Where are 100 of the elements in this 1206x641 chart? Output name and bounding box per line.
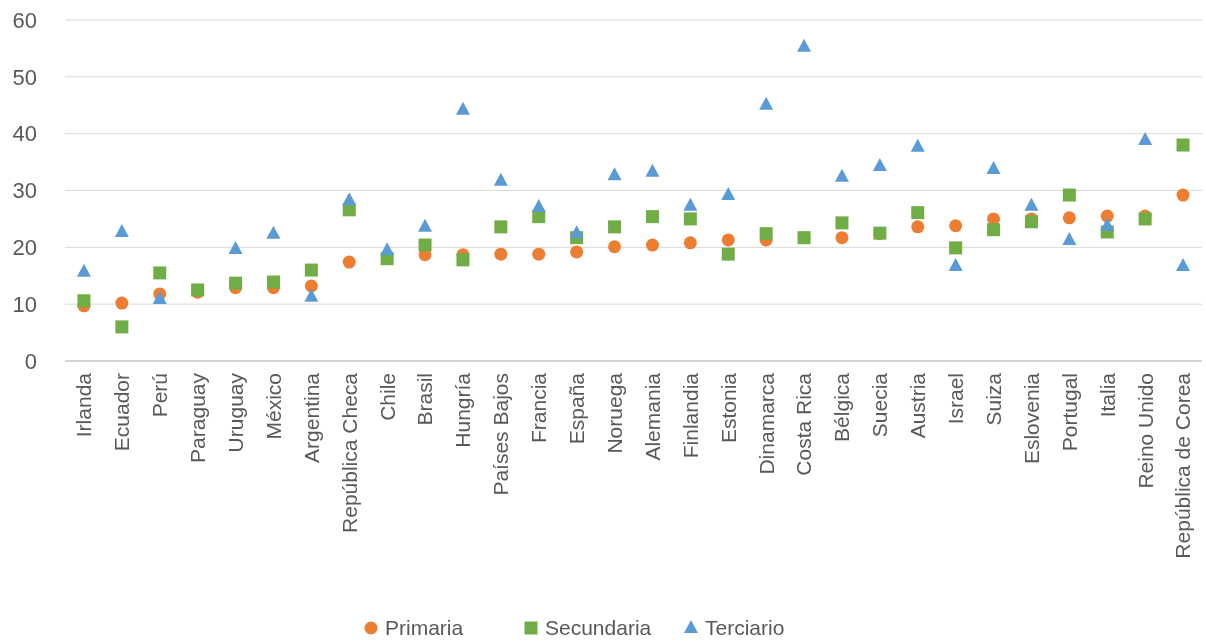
point xyxy=(1176,138,1190,152)
x-tick-label: Irlanda xyxy=(72,372,96,438)
point xyxy=(645,210,659,224)
x-tick-label: Austria xyxy=(906,372,930,439)
point xyxy=(532,247,546,261)
x-tick-label: Noruega xyxy=(602,372,626,454)
point xyxy=(115,320,129,334)
point xyxy=(1176,258,1191,272)
point xyxy=(797,38,812,52)
point xyxy=(683,236,697,250)
y-tick-label: 0 xyxy=(24,348,37,374)
point xyxy=(759,227,773,241)
x-tick-label: Suecia xyxy=(868,372,892,438)
point xyxy=(1024,197,1039,211)
point xyxy=(835,216,849,230)
point xyxy=(834,168,849,182)
point xyxy=(645,163,660,177)
point xyxy=(342,255,356,269)
x-tick-label: República de Corea xyxy=(1171,372,1195,559)
y-tick-label: 50 xyxy=(12,64,37,90)
point xyxy=(266,225,281,239)
point xyxy=(948,258,963,272)
point xyxy=(645,238,659,252)
point xyxy=(418,218,433,232)
x-tick-label: Italia xyxy=(1095,372,1119,418)
legend-label: Terciario xyxy=(705,616,785,640)
point xyxy=(872,158,887,172)
x-tick-label: Perú xyxy=(148,373,172,418)
point xyxy=(418,238,432,252)
point xyxy=(531,198,546,212)
x-tick-label: Chile xyxy=(375,373,399,421)
point xyxy=(1176,188,1190,202)
point xyxy=(987,223,1001,237)
point xyxy=(380,242,395,256)
x-tick-label: Reino Unido xyxy=(1133,373,1157,489)
x-tick-label: Estonia xyxy=(716,372,740,444)
legend-label: Secundaria xyxy=(545,616,652,640)
x-tick-label: Dinamarca xyxy=(754,372,778,475)
x-tick-label: Francia xyxy=(527,372,551,444)
point xyxy=(721,187,736,201)
point xyxy=(228,241,243,255)
point xyxy=(569,225,584,239)
x-tick-label: Argentina xyxy=(299,372,323,463)
point xyxy=(911,206,925,220)
x-tick-label: Israel xyxy=(944,373,967,425)
point xyxy=(986,160,1001,174)
legend-label: Primaria xyxy=(385,616,464,640)
point xyxy=(229,276,243,290)
x-tick-label: Hungría xyxy=(451,372,475,448)
point xyxy=(759,96,774,110)
point xyxy=(1062,231,1077,245)
point xyxy=(494,220,508,234)
x-tick-label: República Checa xyxy=(337,372,361,533)
point xyxy=(115,296,129,310)
x-tick-label: Costa Rica xyxy=(792,372,816,476)
point xyxy=(835,231,849,245)
point xyxy=(911,220,925,234)
point xyxy=(683,197,698,211)
point xyxy=(342,192,357,206)
point xyxy=(608,240,622,254)
x-tick-label: Alemania xyxy=(640,372,664,461)
y-tick-label: 30 xyxy=(12,178,37,204)
point xyxy=(304,263,318,277)
x-tick-label: Uruguay xyxy=(223,372,247,453)
point xyxy=(910,138,925,152)
point xyxy=(949,219,963,233)
point xyxy=(76,263,91,277)
point xyxy=(1138,131,1153,145)
point xyxy=(1100,217,1115,231)
x-tick-label: Bélgica xyxy=(830,372,854,442)
point xyxy=(1062,211,1076,225)
x-tick-label: España xyxy=(565,372,588,445)
point xyxy=(114,223,129,237)
point xyxy=(721,247,735,261)
point xyxy=(949,241,963,255)
x-tick-label: Brasil xyxy=(413,373,437,426)
point xyxy=(608,220,622,234)
y-tick-label: 10 xyxy=(12,291,37,317)
x-tick-label: Finlandia xyxy=(678,372,702,459)
x-tick-label: México xyxy=(261,373,285,440)
x-tick-label: Ecuador xyxy=(110,373,134,452)
point xyxy=(304,288,319,302)
y-tick-label: 60 xyxy=(12,7,37,33)
point xyxy=(1062,188,1076,202)
x-tick-label: Suiza xyxy=(981,372,1005,426)
point xyxy=(721,233,735,247)
x-tick-label: Países Bajos xyxy=(489,373,513,496)
point xyxy=(153,266,167,280)
point xyxy=(456,253,470,267)
x-tick-label: Eslovenia xyxy=(1019,372,1043,465)
x-tick-label: Portugal xyxy=(1057,373,1081,452)
point xyxy=(607,167,622,181)
point xyxy=(494,247,508,261)
point xyxy=(683,212,697,226)
point xyxy=(266,275,280,289)
y-tick-label: 20 xyxy=(12,235,37,261)
y-tick-label: 40 xyxy=(12,121,37,147)
point xyxy=(77,294,91,308)
point xyxy=(304,279,318,293)
point xyxy=(493,172,508,186)
